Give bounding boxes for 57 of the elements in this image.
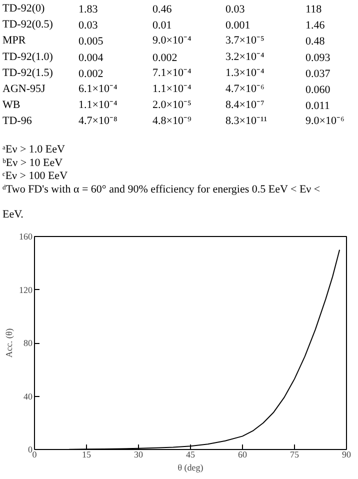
text: ᶜEν > 100 EeV	[2, 170, 68, 182]
text: 9.0×10⁻⁶	[306, 115, 344, 128]
x-axis-title: θ (deg)	[178, 462, 204, 472]
x-tick-label: 45	[186, 450, 196, 460]
text: 1.3×10⁻⁴	[226, 66, 264, 79]
text: 8.4×10⁻⁷	[226, 99, 264, 112]
text: ᵈTwo FD's with α = 60° and 90% efficiency for energies 0.5 EeV < Eν <	[2, 183, 320, 196]
text: TD-96	[2, 115, 32, 128]
text: TD-92(1.0)	[2, 50, 54, 63]
text: 4.8×10⁻⁹	[152, 115, 192, 128]
x-tick-label: 30	[134, 450, 144, 460]
text: TD-92(1.5)	[2, 66, 54, 79]
x-tick-label: 60	[238, 450, 248, 460]
text: 0.48	[306, 36, 326, 48]
text: 1.46	[306, 20, 326, 32]
text: 2.0×10⁻⁵	[152, 99, 192, 112]
text: 0.01	[152, 20, 172, 32]
text: 0.004	[78, 52, 104, 64]
text: 1.1×10⁻⁴	[152, 83, 192, 95]
text: 1.83	[78, 4, 98, 16]
x-tick-label: 90	[342, 450, 352, 460]
x-tick-label: 15	[82, 450, 92, 460]
text: WB	[2, 99, 20, 112]
text: 4.7×10⁻⁶	[226, 83, 264, 95]
text: 0.002	[78, 68, 104, 80]
text: EeV.	[2, 208, 24, 221]
y-tick-label: 80	[24, 338, 33, 348]
x-tick-label: 75	[290, 450, 300, 460]
text: 3.7×10⁻⁵	[226, 34, 264, 47]
text: MPR	[2, 34, 26, 47]
text: 0.005	[78, 36, 104, 48]
text: ᵇEν > 10 EeV	[2, 156, 63, 169]
text: 0.46	[152, 4, 172, 16]
text: 0.002	[152, 52, 178, 64]
text: ᵃEν > 1.0 EeV	[2, 144, 66, 156]
text: 0.037	[306, 68, 331, 80]
text: 0.03	[226, 4, 246, 16]
text: 1.1×10⁻⁴	[78, 99, 118, 112]
text: 0.001	[226, 20, 250, 32]
text: TD-92(0.5)	[2, 18, 54, 31]
text: 0.093	[306, 52, 331, 64]
text: 0.03	[78, 20, 98, 32]
text: 3.2×10⁻⁴	[226, 50, 264, 63]
text: AGN-95J	[2, 83, 46, 95]
text: 9.0×10⁻⁴	[152, 34, 192, 47]
text: 8.3×10⁻¹¹	[226, 115, 268, 128]
y-tick-label: 160	[19, 232, 33, 242]
text: TD-92(0)	[2, 2, 45, 14]
text: 4.7×10⁻⁸	[78, 115, 118, 128]
y-tick-label: 120	[19, 284, 33, 295]
text: 118	[306, 4, 322, 16]
y-axis-title: Acc. (θ)	[4, 328, 14, 358]
y-tick-label: 40	[24, 391, 33, 402]
text: 0.060	[306, 84, 331, 96]
text: 6.1×10⁻⁴	[78, 83, 118, 95]
text: 7.1×10⁻⁴	[152, 66, 192, 79]
text: 0.011	[306, 100, 330, 112]
